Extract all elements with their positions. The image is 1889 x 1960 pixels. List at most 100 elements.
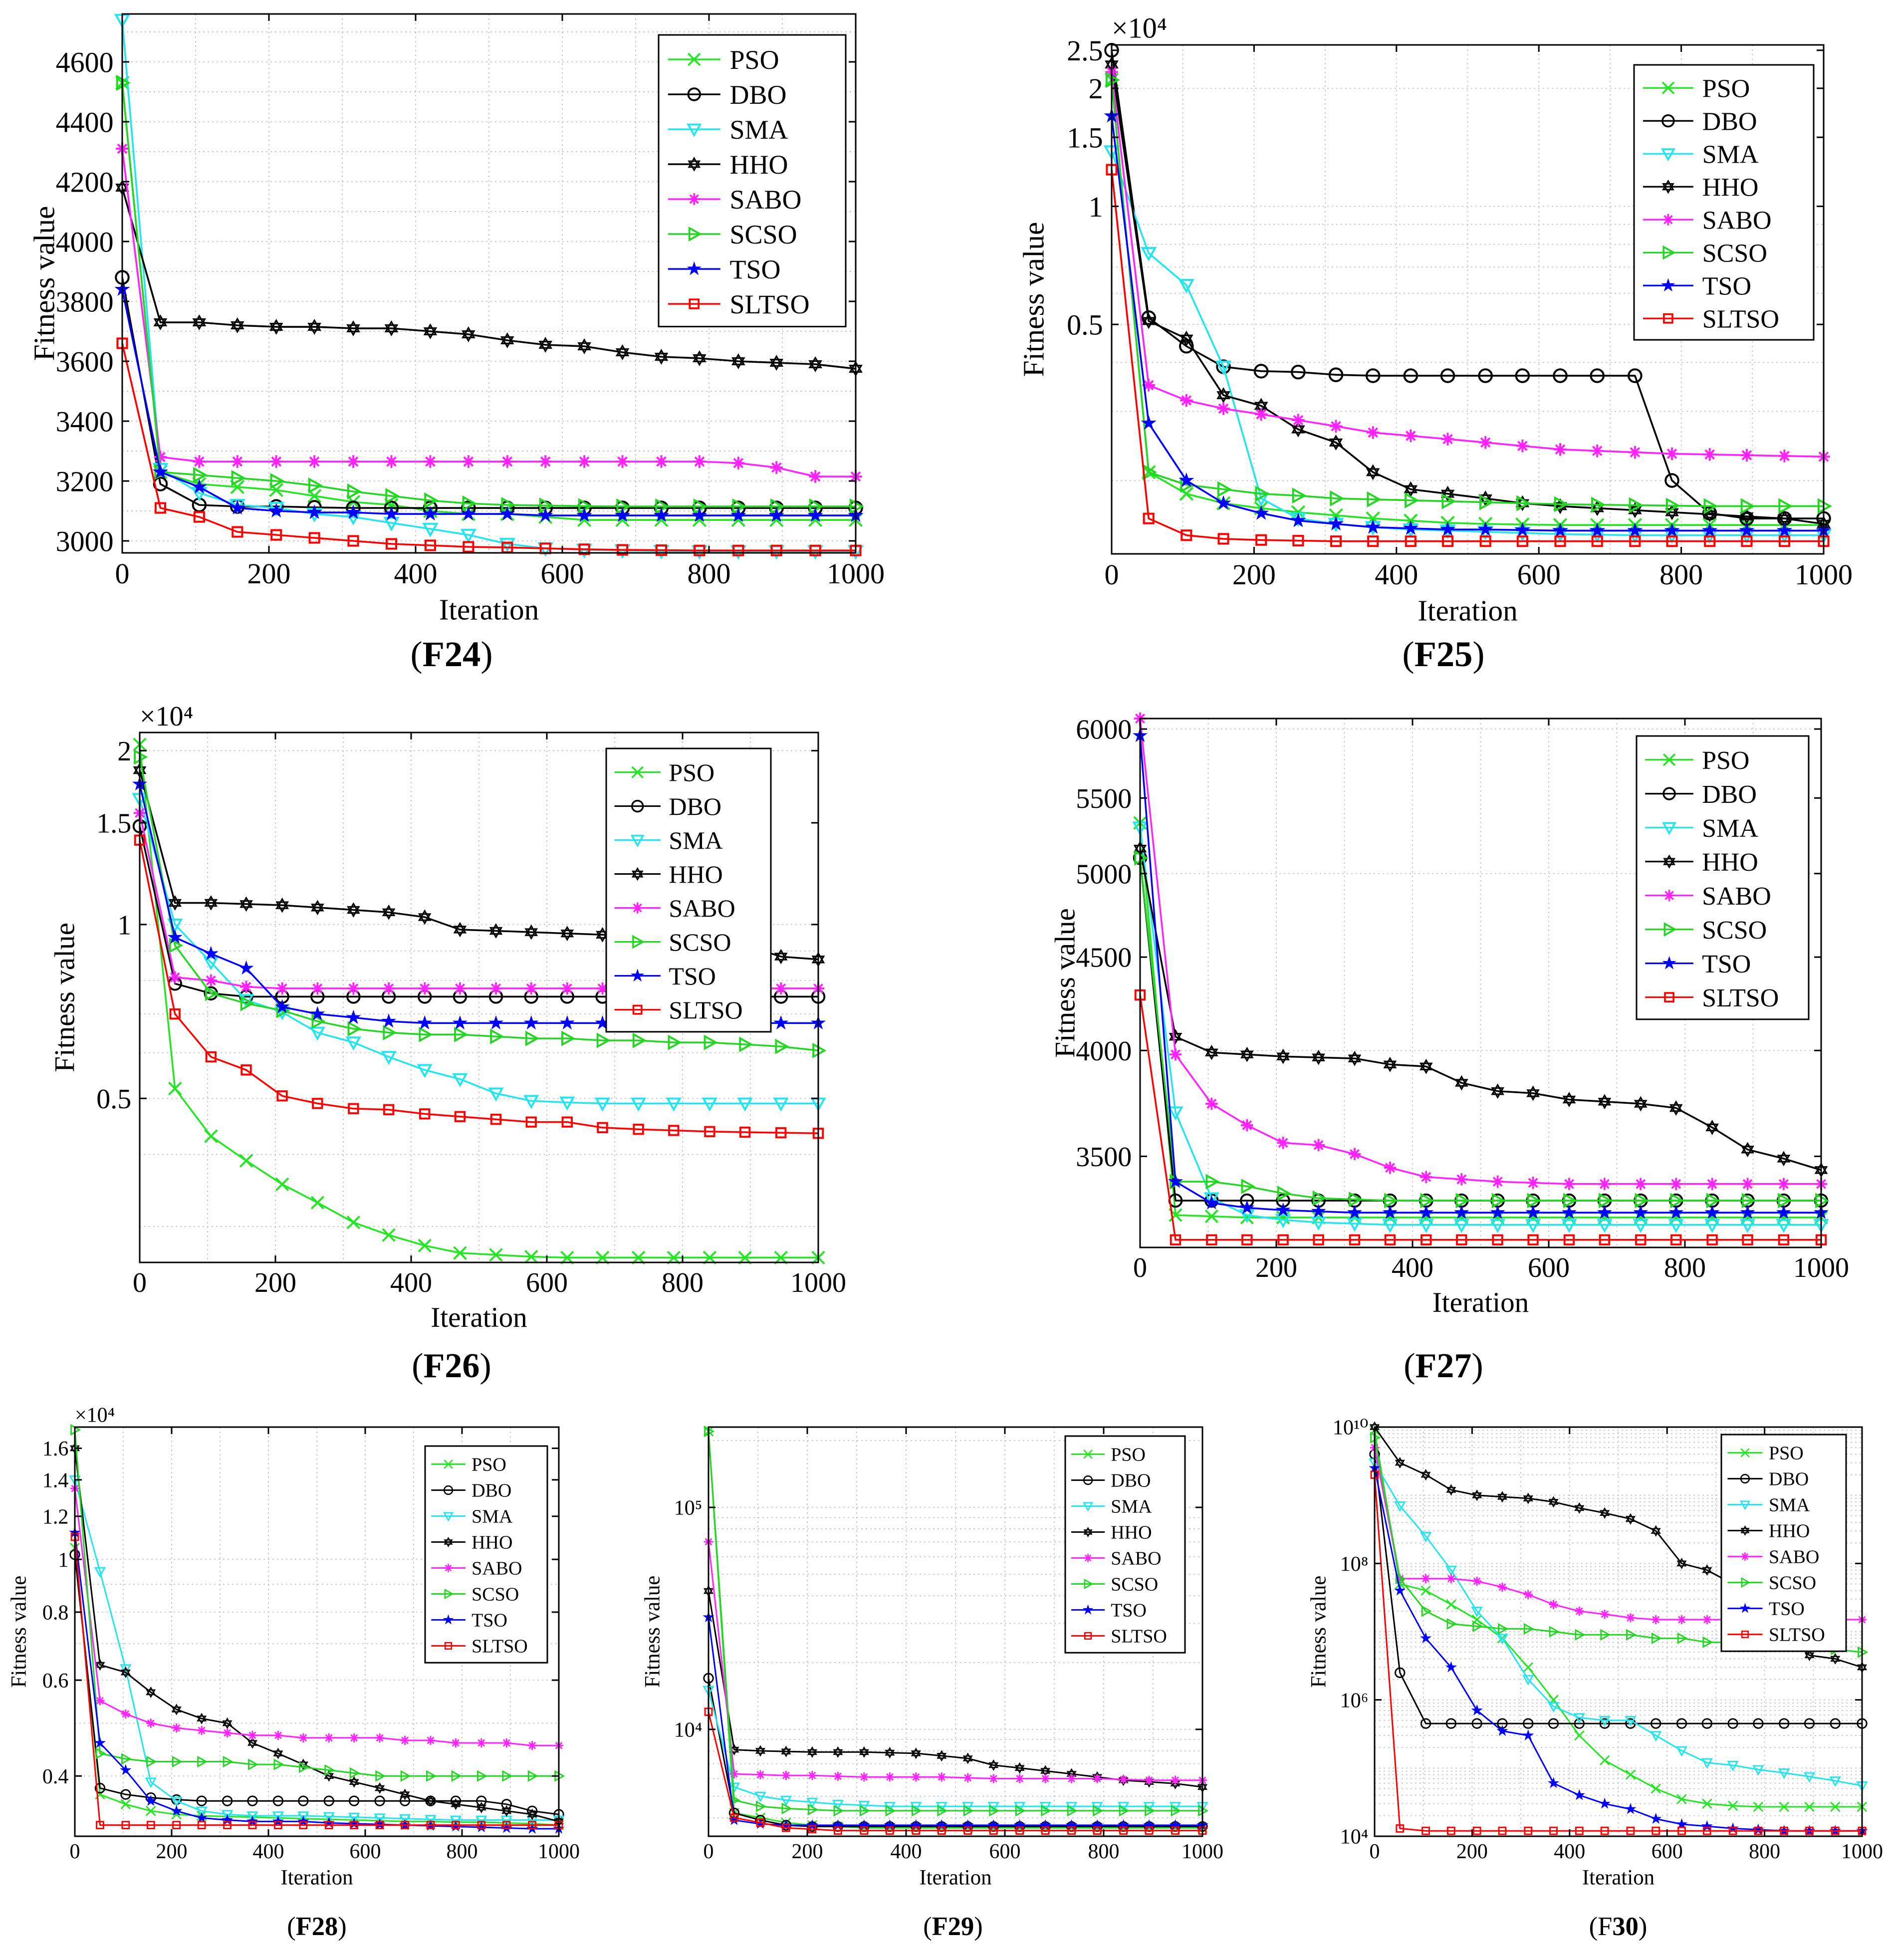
data-point: [781, 1770, 791, 1780]
data-point: [833, 1746, 843, 1758]
y-axis-label: Fitness value: [49, 923, 80, 1072]
data-point: [1589, 522, 1605, 537]
data-point: [1276, 1048, 1290, 1064]
data-point: [1446, 1599, 1456, 1610]
data-point: [937, 1805, 948, 1817]
legend-item-sma: SMA: [1727, 1495, 1810, 1516]
x-tick-label: 1000: [1793, 1252, 1849, 1283]
data-point: [1599, 1234, 1611, 1245]
data-point: [1754, 1826, 1763, 1835]
y-tick-label: 3800: [56, 285, 114, 318]
x-tick-label: 0: [115, 557, 130, 590]
data-point: [346, 1009, 361, 1024]
legend-label: SABO: [1702, 882, 1771, 911]
legend-marker: [1741, 1552, 1749, 1561]
data-point: [768, 507, 784, 522]
legend-label: PSO: [1702, 74, 1750, 103]
data-point: [1665, 447, 1678, 461]
data-point: [1650, 1812, 1662, 1824]
data-point: [1574, 1502, 1585, 1514]
data-point: [1629, 497, 1644, 513]
data-point: [1554, 496, 1569, 512]
data-point: [1067, 1805, 1078, 1817]
data-point: [1527, 1193, 1541, 1209]
data-point: [539, 455, 552, 468]
data-point: [858, 1801, 870, 1812]
data-point: [400, 1735, 410, 1745]
data-point: [692, 507, 708, 522]
data-point: [120, 1667, 131, 1679]
data-point: [561, 982, 574, 995]
y-exponent-label: ×10⁴: [75, 1404, 115, 1427]
data-point: [461, 505, 476, 521]
legend-label: SABO: [1111, 1548, 1161, 1569]
chart-F28: 0 200 400 600 800 1000 0.4 0.6 0.8 1 1.2 1.4 1.6 ×10⁴…: [7, 1404, 580, 1942]
data-point: [1497, 1582, 1507, 1592]
series-line: [708, 1712, 1202, 1832]
series-hho: [115, 180, 863, 377]
data-point: [1728, 1826, 1737, 1835]
data-point: [1396, 1824, 1405, 1833]
legend-label: SLTSO: [1769, 1625, 1825, 1646]
legend-item-hho: HHO: [431, 1532, 512, 1553]
data-point: [1549, 1826, 1558, 1835]
data-point: [171, 1704, 182, 1715]
data-point: [704, 1126, 715, 1137]
data-point: [597, 1122, 608, 1134]
legend-item-sabo: SABO: [1727, 1547, 1819, 1568]
x-tick-label: 200: [1232, 558, 1276, 591]
data-point: [1292, 534, 1304, 547]
data-point: [1549, 1600, 1558, 1609]
legend-marker: [688, 193, 701, 205]
data-point: [655, 544, 668, 556]
legend-item-scso: SCSO: [431, 1584, 519, 1605]
legend-label: HHO: [1702, 173, 1759, 202]
data-point: [806, 1819, 818, 1830]
data-point: [169, 1008, 181, 1020]
data-point: [1453, 1219, 1469, 1233]
legend-label: SLTSO: [669, 996, 742, 1024]
data-point: [1311, 1217, 1327, 1231]
legend-marker: [1662, 822, 1677, 835]
data-point: [1651, 1632, 1662, 1644]
data-point: [755, 1770, 765, 1779]
data-point: [1599, 1755, 1610, 1766]
legend-label: TSO: [1702, 272, 1751, 300]
data-point: [1215, 495, 1231, 510]
data-point: [1740, 508, 1754, 524]
series-sltso: [1370, 1470, 1867, 1835]
data-point: [1255, 486, 1270, 502]
data-point: [834, 1826, 842, 1835]
x-axis-label: Iteration: [439, 593, 539, 626]
legend-label: PSO: [1111, 1445, 1146, 1466]
data-point: [1702, 506, 1717, 522]
y-tick-label: 1.2: [42, 1505, 69, 1528]
data-point: [418, 909, 432, 925]
data-point: [221, 1810, 234, 1821]
legend-label: HHO: [1111, 1522, 1152, 1543]
legend-marker: [631, 969, 645, 982]
data-point: [348, 1103, 359, 1114]
data-point: [1440, 521, 1455, 536]
data-point: [1778, 1193, 1792, 1209]
data-point: [1573, 1713, 1586, 1724]
data-point: [1253, 505, 1269, 520]
data-point: [451, 1738, 461, 1748]
data-point: [450, 1795, 462, 1806]
series-line: [1111, 169, 1824, 542]
data-point: [1702, 1564, 1712, 1576]
data-point: [346, 320, 360, 336]
legend-item-sabo: SABO: [431, 1558, 522, 1579]
data-point: [989, 1805, 1000, 1817]
x-tick-label: 200: [1456, 1840, 1488, 1863]
data-point: [1629, 535, 1641, 547]
data-point: [1349, 1192, 1363, 1208]
data-point: [732, 457, 745, 470]
data-point: [347, 455, 360, 468]
data-point: [632, 1032, 647, 1048]
series-line: [1374, 1430, 1862, 1808]
data-point: [730, 507, 746, 522]
data-point: [323, 1812, 335, 1823]
legend-marker: [632, 935, 645, 949]
